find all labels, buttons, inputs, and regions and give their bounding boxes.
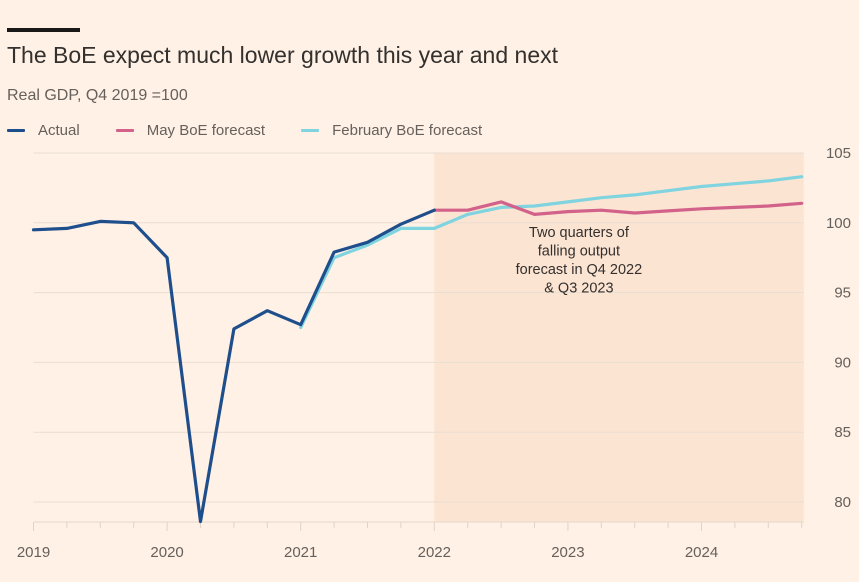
x-tick-label-2024: 2024 [685,544,718,561]
legend-item-actual: Actual [7,122,80,139]
annotation-line: falling output [538,244,620,260]
annotation-line: Two quarters of [529,225,630,241]
y-tick-label-105: 105 [826,145,851,162]
x-tick-label-2022: 2022 [418,544,451,561]
chart-subtitle: Real GDP, Q4 2019 =100 [7,87,188,104]
y-tick-label-90: 90 [834,354,851,371]
legend-item-may: May BoE forecast [115,122,266,139]
y-tick-label-100: 100 [826,215,851,232]
annotation-line: forecast in Q4 2022 [516,262,643,278]
series-line-actual [31,208,436,524]
annotation-line: & Q3 2023 [544,281,613,297]
legend-item-february: February BoE forecast [301,122,482,139]
forecast-shaded-region [434,153,804,522]
legend-label-may: May BoE forecast [146,122,266,139]
legend-label-actual: Actual [38,122,80,139]
legend-swatch-actual [7,129,25,132]
x-tick-label-2019: 2019 [17,544,50,561]
y-tick-label-95: 95 [834,285,851,302]
title-accent-bar [7,28,80,32]
legend-label-february: February BoE forecast [332,122,483,139]
legend-swatch-february [301,129,320,132]
legend-swatch-may [115,129,134,132]
y-tick-label-80: 80 [834,494,851,511]
chart-title: The BoE expect much lower growth this ye… [7,42,559,68]
series-line-may-boe-forecast [432,200,804,216]
x-tick-label-2020: 2020 [150,544,183,561]
legend: Actual May BoE forecast February BoE for… [7,122,518,139]
x-tick-label-2021: 2021 [284,544,317,561]
y-tick-label-85: 85 [834,424,851,441]
x-tick-label-2023: 2023 [551,544,584,561]
series-line-february-boe-forecast [299,175,804,330]
